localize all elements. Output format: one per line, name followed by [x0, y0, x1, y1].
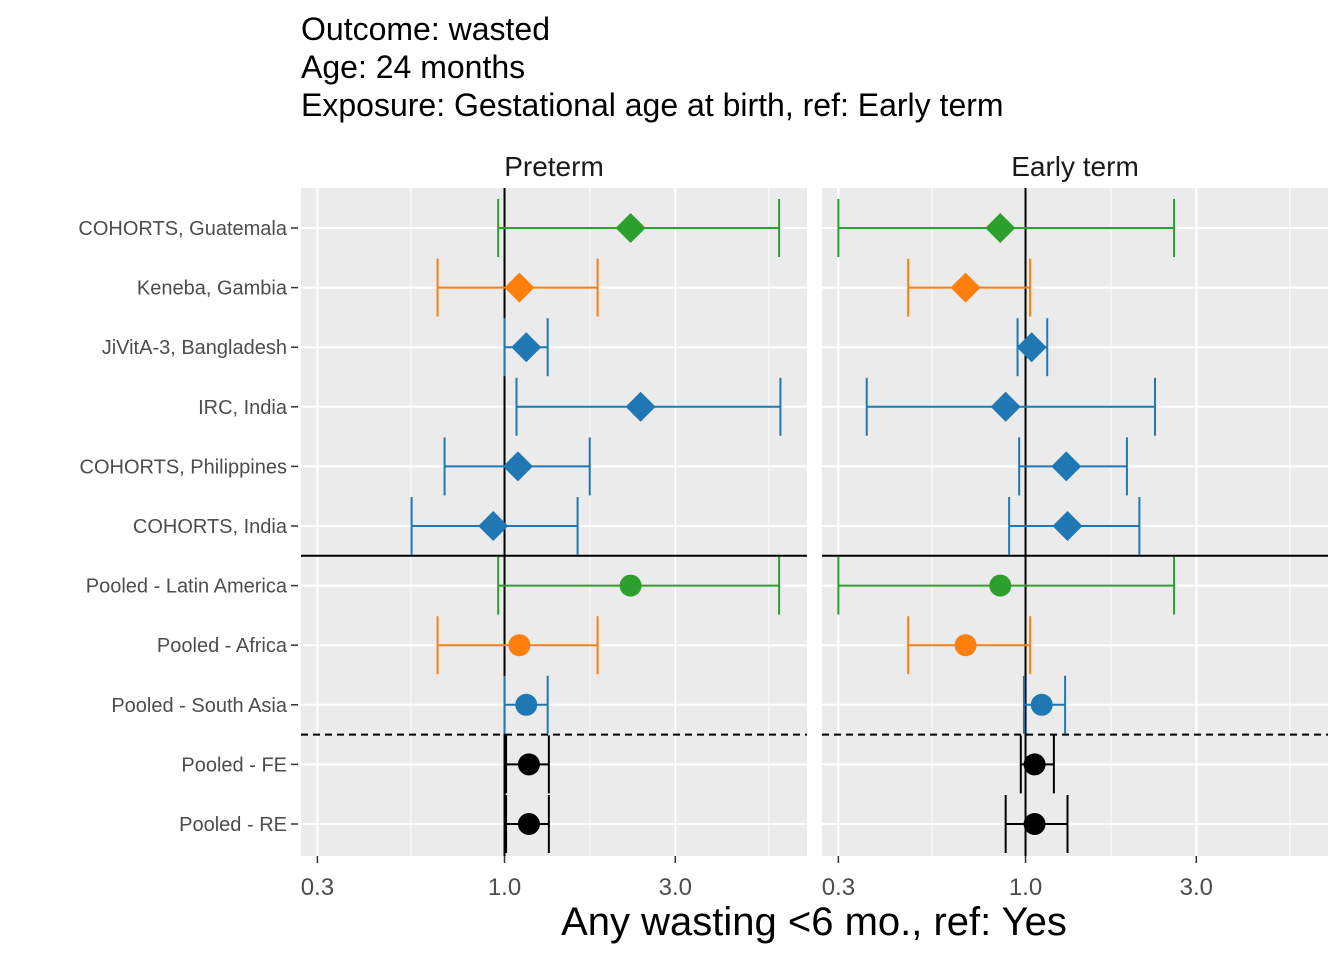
panel-title-preterm: Preterm — [504, 151, 604, 182]
row-label-cohorts-philippines: COHORTS, Philippines — [80, 456, 287, 478]
point-diamond-preterm-jivita-3-bangladesh — [511, 332, 542, 363]
point-diamond-preterm-keneba-gambia — [504, 272, 535, 303]
x-tick-label-preterm: 1.0 — [488, 874, 521, 901]
point-circle-preterm-pooled-south-asia — [515, 693, 538, 716]
point-diamond-early-term-keneba-gambia — [950, 272, 981, 303]
point-diamond-preterm-cohorts-philippines — [502, 451, 533, 482]
panel-background-preterm — [301, 188, 807, 856]
point-circle-early-term-pooled-africa — [954, 634, 977, 657]
row-label-keneba-gambia: Keneba, Gambia — [137, 278, 288, 300]
panel-title-early-term: Early term — [1011, 151, 1139, 182]
x-tick-label-preterm: 3.0 — [659, 874, 692, 901]
point-diamond-early-term-cohorts-guatemala — [985, 213, 1016, 243]
point-circle-early-term-pooled-south-asia — [1030, 693, 1053, 716]
x-axis-title: Any wasting <6 mo., ref: Yes — [561, 900, 1067, 944]
title-exposure: Exposure: Gestational age at birth, ref:… — [301, 87, 1004, 123]
row-label-cohorts-india: COHORTS, India — [133, 516, 288, 538]
point-diamond-early-term-cohorts-india — [1052, 511, 1083, 541]
x-tick-label-early-term: 3.0 — [1180, 874, 1213, 901]
row-label-pooled-re: Pooled - RE — [179, 814, 287, 836]
point-diamond-early-term-cohorts-philippines — [1051, 451, 1082, 482]
row-label-pooled-latin-america: Pooled - Latin America — [86, 576, 288, 598]
row-label-pooled-fe: Pooled - FE — [181, 754, 287, 776]
chart-title: Outcome: wasted Age: 24 months Exposure:… — [301, 10, 1004, 124]
x-tick-label-early-term: 0.3 — [822, 874, 855, 901]
point-diamond-preterm-cohorts-guatemala — [615, 213, 646, 243]
row-label-cohorts-guatemala: COHORTS, Guatemala — [78, 218, 287, 240]
row-label-irc-india: IRC, India — [198, 397, 288, 419]
point-circle-preterm-pooled-re — [517, 813, 540, 835]
point-diamond-early-term-jivita-3-bangladesh — [1016, 332, 1047, 363]
point-circle-early-term-pooled-re — [1023, 813, 1046, 835]
row-label-jivita-3-bangladesh: JiVitA-3, Bangladesh — [102, 337, 287, 359]
point-circle-early-term-pooled-fe — [1023, 753, 1046, 776]
title-outcome: Outcome: wasted — [301, 11, 550, 47]
point-diamond-early-term-irc-india — [990, 391, 1021, 422]
title-age: Age: 24 months — [301, 49, 526, 85]
x-tick-label-preterm: 0.3 — [301, 874, 334, 901]
point-diamond-preterm-irc-india — [625, 391, 656, 422]
point-diamond-preterm-cohorts-india — [478, 511, 509, 541]
row-label-pooled-south-asia: Pooled - South Asia — [111, 695, 288, 717]
point-circle-preterm-pooled-africa — [508, 634, 531, 657]
point-circle-preterm-pooled-fe — [517, 753, 540, 776]
point-circle-early-term-pooled-latin-america — [989, 574, 1012, 597]
x-tick-label-early-term: 1.0 — [1009, 874, 1042, 901]
row-label-pooled-africa: Pooled - Africa — [157, 635, 288, 657]
point-circle-preterm-pooled-latin-america — [619, 574, 642, 597]
